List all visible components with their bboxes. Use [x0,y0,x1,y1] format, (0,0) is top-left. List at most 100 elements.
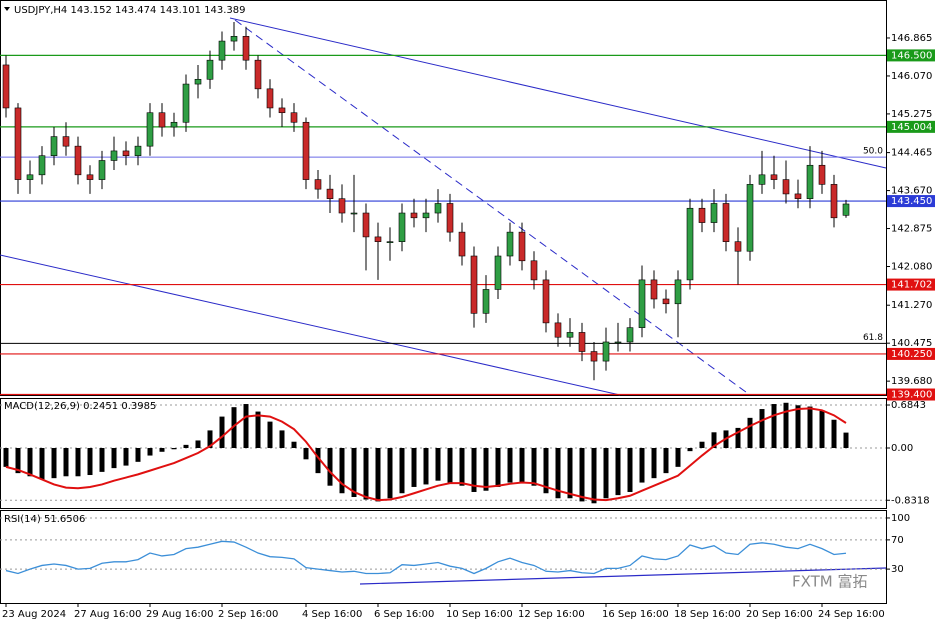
macd-bar [639,448,645,483]
macd-bar [183,444,189,449]
macd-bar [279,430,285,449]
candle-body [518,231,526,262]
candle-body [734,241,742,252]
macd-bar [555,448,561,499]
candle-body [626,327,634,343]
macd-bar [735,427,741,449]
ohlc-value: 143.101 [160,5,201,16]
macd-bar [195,440,201,449]
candle-body [350,212,358,215]
candle-body [566,332,574,338]
macd-bar [39,448,45,480]
candle-body [554,322,562,338]
indicator-value: 0.3985 [121,401,156,412]
y-tick-label: 143.670 [891,186,932,197]
x-tick-label: 12 Sep 16:00 [518,609,585,620]
candle-body [830,184,838,219]
macd-bar [99,448,105,472]
macd-bar [711,432,717,449]
x-tick-label: 4 Sep 16:00 [302,609,362,620]
candle-body [146,112,154,147]
y-tick-label: 144.465 [891,148,932,159]
macd-bar [483,448,489,491]
candle-body [470,255,478,314]
y-tick-label: 145.275 [891,109,932,120]
macd-bar [807,406,813,449]
chart-header: USDJPY,H4 143.152 143.474 143.101 143.38… [14,5,245,16]
x-tick-label: 16 Sep 16:00 [602,609,669,620]
x-tick-label: 6 Sep 16:00 [374,609,434,620]
macd-bar [459,448,465,486]
x-tick-label: 23 Aug 2024 [2,609,66,620]
candle-body [686,207,694,281]
macd-bar [159,448,165,452]
x-tick-label: 2 Sep 16:00 [218,609,278,620]
macd-bar [315,448,321,474]
symbol: USDJPY,H4 [14,5,67,16]
price-level-box [887,347,935,360]
candle-body [230,35,238,42]
y-tick-label: 0.6843 [891,400,926,411]
price-level-box [887,120,935,133]
candle-body [302,121,310,180]
macd-bar [303,448,309,460]
candle-body [422,212,430,219]
candle-body [806,164,814,199]
candle-body [698,207,706,223]
indicator-title: MACD(12,26,9) 0.2451 0.3985 [4,401,156,412]
fib-label: 50.0 [863,147,883,157]
candle-body [842,203,850,216]
candle-body [746,184,754,252]
macd-bar [411,448,417,487]
price-level-box [887,388,935,401]
candle-body [182,83,190,123]
y-tick-label: 140.475 [891,338,932,349]
candle-body [2,64,10,109]
macd-bar [219,416,225,449]
macd-bar [171,448,177,450]
candle-body [194,78,202,85]
price-level-label: 143.450 [891,196,932,207]
y-tick-label: 141.270 [891,300,932,311]
candle-body [590,351,598,362]
x-tick-label: 10 Sep 16:00 [446,609,513,620]
candle-body [290,112,298,123]
candle-body [338,198,346,214]
macd-bar [327,448,333,486]
candle-body [446,203,454,233]
y-tick-label: -0.8318 [891,495,930,506]
macd-bar [567,448,573,499]
macd-bar [471,448,477,492]
candle-body [242,35,250,61]
price-level-label: 145.004 [891,122,932,133]
macd-bar [663,448,669,474]
candle-body [266,88,274,109]
rsi-panel [0,510,887,604]
candle-body [710,203,718,223]
candle-body [530,260,538,281]
candle-body [206,59,214,80]
macd-bar [627,448,633,492]
ohlc-value: 143.474 [115,5,156,16]
candle-body [782,179,790,195]
candle-body [494,255,502,290]
price-level-label: 141.702 [891,280,932,291]
candle-body [650,279,658,300]
price-level-label: 146.500 [891,50,932,61]
candle-body [794,193,802,199]
candle-body [74,145,82,176]
macd-bar [291,441,297,449]
candle-body [134,145,142,157]
macd-bar [351,448,357,498]
candle-body [482,289,490,314]
macd-bar [87,448,93,476]
y-tick-label: 146.070 [891,71,932,82]
macd-bar [15,448,21,474]
macd-bar [375,448,381,502]
macd-bar [579,448,585,502]
x-tick-label: 18 Sep 16:00 [674,609,741,620]
candle-body [506,231,514,257]
y-tick-label: 142.875 [891,224,932,235]
x-tick-label: 29 Aug 16:00 [146,609,213,620]
